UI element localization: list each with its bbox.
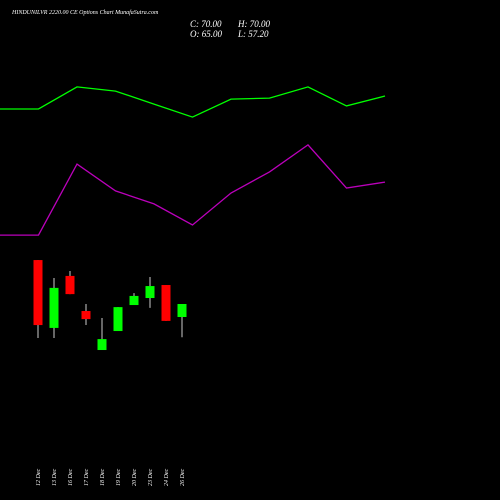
candle-body [97,339,107,351]
chart-title: HINDUNILVR 2220.00 CE Options Chart Muna… [11,9,159,16]
x-tick-label: 16 Dec [68,469,74,486]
x-tick-label: 26 Dec [180,469,186,486]
x-tick-label: 17 Dec [84,469,90,486]
x-tick-label: 24 Dec [163,469,170,486]
candle-body [65,275,75,295]
ohlc-label: H: 70.00 [237,19,270,29]
x-tick-label: 13 Dec [52,469,58,486]
candle-body [145,286,155,299]
ohlc-label: C: 70.00 [190,19,222,29]
x-tick-label: 19 Dec [116,469,122,486]
indicator-line [0,144,386,236]
candle-body [33,260,43,326]
x-tick-label: 23 Dec [148,469,154,486]
x-tick-label: 20 Dec [132,469,138,486]
candle-body [81,311,91,320]
x-tick-label: 18 Dec [100,469,106,486]
candle-body [49,287,59,328]
candle-body [161,285,171,321]
candle-body [177,304,187,317]
ohlc-label: O: 65.00 [190,29,222,39]
candle-body [129,295,139,306]
indicator-line [0,86,386,118]
x-tick-label: 12 Dec [36,469,42,486]
ohlc-label: L: 57.20 [237,29,269,39]
candle-body [113,307,123,332]
